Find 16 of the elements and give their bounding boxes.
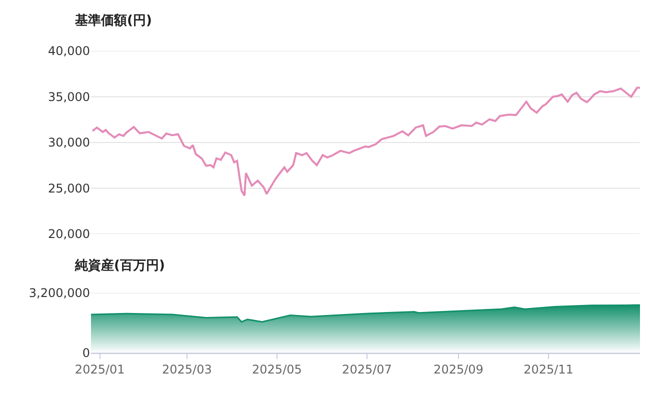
y-tick-label: 40,000 [48, 44, 90, 58]
x-tick-label: 2025/03 [162, 362, 212, 376]
chart-title: 純資産(百万円) [74, 258, 165, 274]
line-series [91, 86, 640, 197]
x-tick-label: 2025/01 [74, 362, 125, 376]
y-tick-label: 30,000 [48, 136, 90, 150]
y-tick-label: 20,000 [48, 227, 90, 242]
y-tick-label: 25,000 [48, 181, 90, 196]
y-tick-label: 3,200,000 [28, 286, 90, 300]
x-tick-label: 2025/05 [252, 362, 302, 376]
x-tick-label: 2025/07 [342, 362, 392, 376]
y-tick-label: 35,000 [48, 90, 90, 104]
y-tick-label: 0 [82, 346, 90, 360]
x-tick-label: 2025/11 [524, 362, 574, 376]
chart-title: 基準価額(円) [74, 12, 152, 29]
x-tick-label: 2025/09 [434, 362, 484, 376]
